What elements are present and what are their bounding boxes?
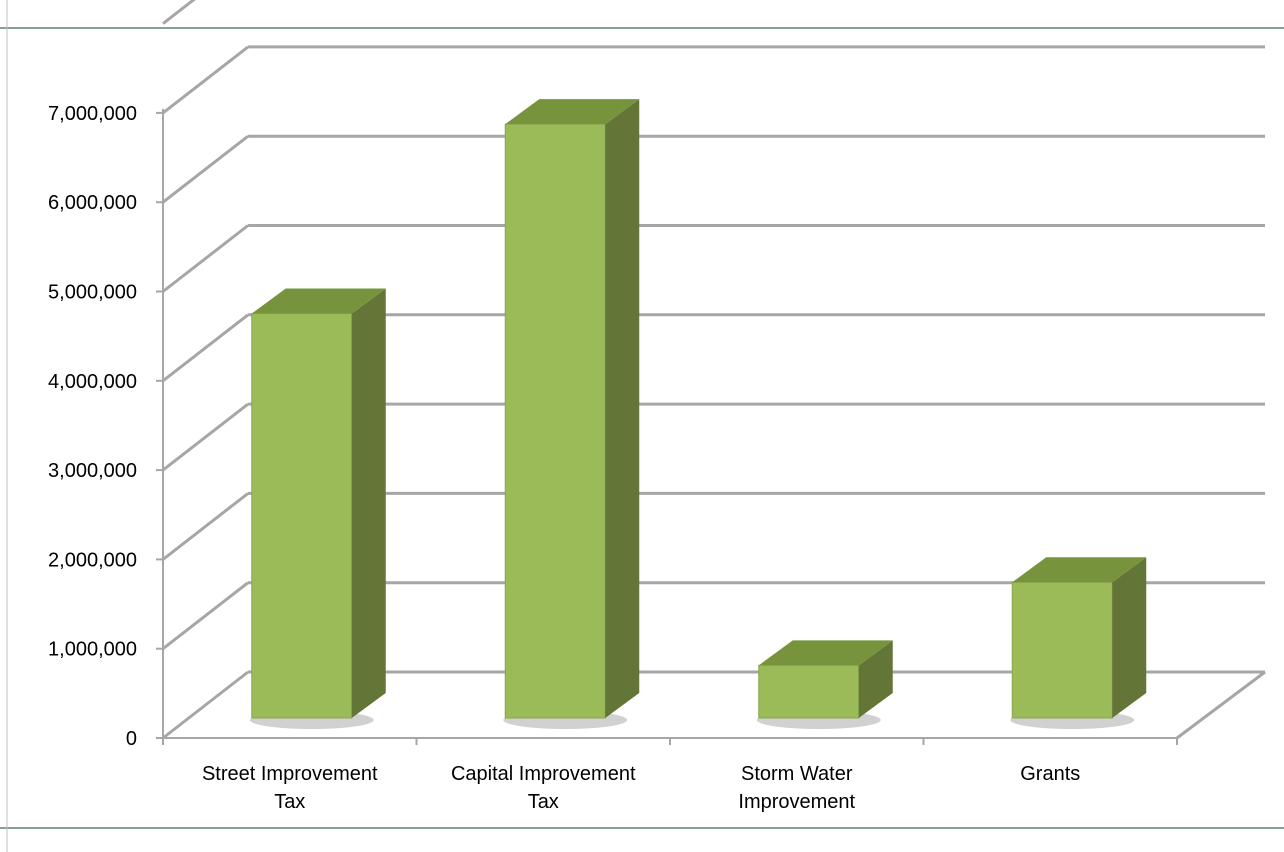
bar bbox=[251, 288, 386, 719]
bar-front bbox=[758, 664, 860, 719]
bar-side bbox=[605, 99, 640, 718]
bar-front bbox=[1011, 581, 1113, 719]
y-tick-label: 0 bbox=[126, 728, 137, 750]
x-tick-label: Street Improvement Tax bbox=[202, 763, 378, 813]
bar-front bbox=[504, 123, 606, 719]
x-tick-label-line: Capital Improvement bbox=[451, 763, 636, 785]
bar bbox=[1011, 557, 1147, 719]
y-tick-label: 4,000,000 bbox=[48, 371, 137, 393]
gridline-side bbox=[162, 0, 196, 25]
bars bbox=[251, 99, 1147, 719]
axes bbox=[156, 108, 1178, 745]
bar-top bbox=[505, 99, 640, 125]
x-tick-label: Storm Water Improvement bbox=[738, 763, 855, 813]
y-tick-label: 6,000,000 bbox=[48, 192, 137, 214]
x-tick-label-line: Improvement bbox=[738, 791, 855, 813]
gridline-side bbox=[162, 581, 249, 650]
y-tick-label: 7,000,000 bbox=[48, 103, 137, 125]
x-tick-label-line: Storm Water bbox=[741, 763, 853, 785]
bar-top bbox=[1012, 557, 1147, 583]
gridline-side bbox=[162, 45, 249, 115]
y-tick-labels: 0 1,000,000 2,000,000 3,000,000 4,000,000 5,0… bbox=[48, 103, 137, 750]
x-tick-label: Grants bbox=[1020, 763, 1080, 785]
bar-side bbox=[858, 640, 893, 718]
gridline-side bbox=[162, 670, 249, 740]
bar-side bbox=[351, 288, 386, 718]
x-tick-label-line: Grants bbox=[1020, 763, 1080, 785]
x-tick-label-line: Street Improvement bbox=[202, 763, 378, 785]
bar-side bbox=[1112, 557, 1147, 718]
x-tick-label-line: Tax bbox=[528, 791, 559, 813]
x-tick-label: Capital Improvement Tax bbox=[451, 763, 636, 813]
bar bbox=[758, 640, 893, 719]
floor-right-edge bbox=[1176, 670, 1266, 740]
bar-front bbox=[251, 312, 353, 719]
gridline-side bbox=[162, 224, 249, 293]
gridline-side bbox=[162, 313, 249, 382]
y-tick-label: 5,000,000 bbox=[48, 282, 137, 304]
gridline-side bbox=[162, 135, 249, 204]
gridline-side bbox=[162, 492, 249, 561]
gridlines bbox=[162, 0, 1266, 740]
x-tick-label-line: Tax bbox=[274, 791, 305, 813]
bar-shadows bbox=[249, 711, 1135, 729]
gridline-side bbox=[162, 402, 249, 472]
bar-top bbox=[758, 640, 893, 666]
y-tick-label: 2,000,000 bbox=[48, 549, 137, 571]
y-tick-label: 1,000,000 bbox=[48, 639, 137, 661]
bar bbox=[504, 99, 640, 719]
y-tick-label: 3,000,000 bbox=[48, 460, 137, 482]
bar-top bbox=[251, 288, 386, 314]
